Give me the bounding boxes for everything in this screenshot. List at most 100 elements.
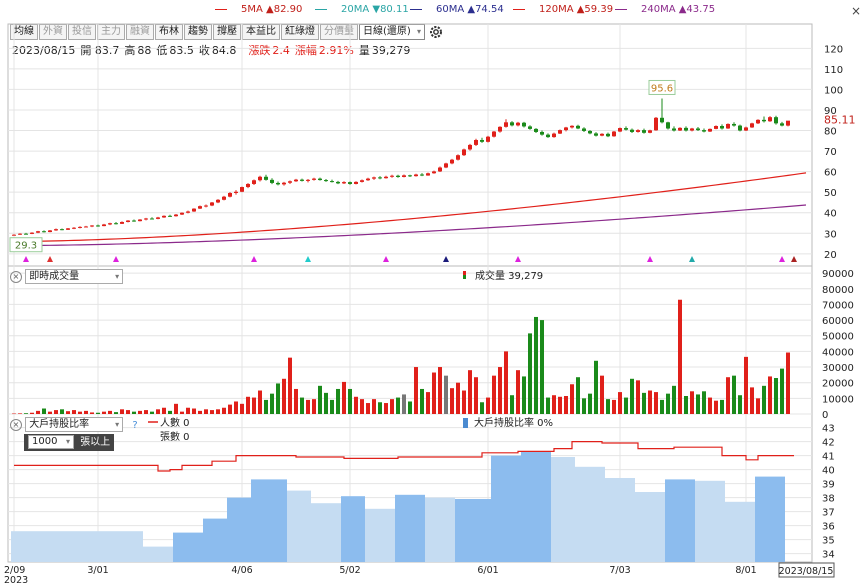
- holder-ratio-block: [251, 479, 287, 562]
- y-tick-label: 35: [822, 536, 835, 547]
- change-label: 漲跌: [248, 44, 271, 57]
- holder-ratio-block: [551, 457, 575, 562]
- candle-body: [606, 133, 610, 137]
- holder-ratio-block: [143, 546, 173, 562]
- help-icon[interactable]: ?: [132, 419, 138, 431]
- volume-bar: [606, 399, 610, 414]
- candle-body: [558, 130, 562, 134]
- volume-bar: [288, 357, 292, 414]
- volume-bar: [456, 382, 460, 414]
- candle-body: [108, 223, 112, 225]
- y-tick-label: 30000: [822, 363, 854, 374]
- close-icon[interactable]: ×: [850, 4, 862, 18]
- volume-bar: [432, 372, 436, 414]
- holder-ratio-block: [341, 496, 365, 562]
- candle-body: [636, 130, 640, 132]
- candle-body: [192, 208, 196, 212]
- toolbar-button-2[interactable]: 投信: [68, 24, 96, 40]
- holder-panel-controls: × 大戶持股比率 ▾ ?: [10, 417, 138, 432]
- date-cursor-label: 2023/08/15: [779, 566, 834, 577]
- y-tick-label: 42: [822, 438, 835, 449]
- volume-bar: [300, 397, 304, 414]
- volume-bar: [198, 410, 202, 414]
- candle-body: [756, 119, 760, 124]
- candle-body: [450, 159, 454, 164]
- candle-body: [498, 126, 502, 132]
- ma-line-120ma: [13, 172, 807, 243]
- volume-bar: [354, 396, 358, 414]
- candle-body: [726, 123, 730, 129]
- candle-body: [258, 176, 262, 181]
- candle-body: [564, 127, 568, 131]
- signal-triangle: [305, 256, 311, 262]
- volume-bar: [18, 413, 22, 414]
- candle-body: [678, 127, 682, 131]
- candle-body: [414, 174, 418, 177]
- candle-body: [24, 233, 28, 235]
- close-volume-panel-icon[interactable]: ×: [10, 270, 22, 283]
- candle-body: [612, 131, 616, 137]
- volume-type-select[interactable]: 即時成交量 ▾: [25, 269, 124, 284]
- volume-bar: [384, 403, 388, 414]
- candle-body: [426, 173, 430, 176]
- volume-bar: [264, 399, 268, 414]
- volume-bar: [570, 384, 574, 414]
- y-tick-label: 38: [822, 494, 835, 505]
- holder-type-select[interactable]: 大戶持股比率 ▾: [25, 417, 124, 432]
- candle-body: [738, 125, 742, 131]
- candle-body: [48, 230, 52, 233]
- x-tick-label: 3/01: [87, 565, 108, 576]
- volume-bar: [306, 399, 310, 414]
- threshold-select[interactable]: 1000 ▾: [28, 435, 74, 449]
- candle-body: [264, 176, 268, 180]
- volume-bar: [420, 388, 424, 414]
- y-tick-label: 36: [822, 522, 835, 533]
- candle-body: [504, 122, 508, 127]
- close-holder-panel-icon[interactable]: ×: [10, 418, 22, 431]
- candle-body: [294, 179, 298, 182]
- candle-body: [228, 193, 232, 197]
- volume-bar: [564, 396, 568, 414]
- volume-bar: [426, 392, 430, 414]
- chevron-down-icon: ▾: [65, 437, 70, 446]
- volume-bar: [348, 388, 352, 414]
- candle-body: [60, 229, 64, 231]
- candle-body: [270, 179, 274, 183]
- legend-text: 60MA ▲74.54: [436, 4, 504, 15]
- signal-triangle: [779, 256, 785, 262]
- volume-bar: [654, 392, 658, 414]
- volume-bar: [258, 390, 262, 414]
- legend-line: [215, 8, 227, 10]
- candle-body: [576, 125, 580, 129]
- low-value: 83.5: [169, 44, 194, 57]
- candle-body: [252, 180, 256, 184]
- candle-body: [30, 232, 34, 234]
- candle-body: [456, 155, 460, 160]
- volume-bar: [786, 352, 790, 414]
- candle-body: [492, 131, 496, 137]
- holder-ratio-block: [11, 531, 143, 562]
- gear-icon[interactable]: [428, 24, 444, 40]
- candle-body: [510, 122, 514, 126]
- legend-120ma: 120MA ▲59.39: [513, 4, 613, 15]
- candle-body: [378, 177, 382, 179]
- volume-bar: [702, 391, 706, 414]
- volume-legend-swatch-down: [463, 275, 466, 279]
- candle-body: [474, 139, 478, 145]
- volume-bar: [414, 367, 418, 414]
- candle-body: [222, 196, 226, 200]
- volume-bar: [150, 411, 154, 414]
- volume-bar: [294, 388, 298, 414]
- signal-triangle: [647, 256, 653, 262]
- candle-body: [84, 226, 88, 228]
- volume-bar: [108, 410, 112, 414]
- signal-triangle: [251, 256, 257, 262]
- volume-bar: [522, 376, 526, 414]
- x-tick-label: 8/01: [735, 565, 756, 576]
- x-tick-sublabel: 2023: [4, 575, 28, 586]
- candle-body: [138, 219, 142, 222]
- chevron-down-icon: ▾: [416, 27, 421, 36]
- candle-body: [528, 126, 532, 129]
- people-legend-text: 人數 0: [160, 416, 190, 429]
- sheets-legend-text: 張數 0: [160, 430, 190, 443]
